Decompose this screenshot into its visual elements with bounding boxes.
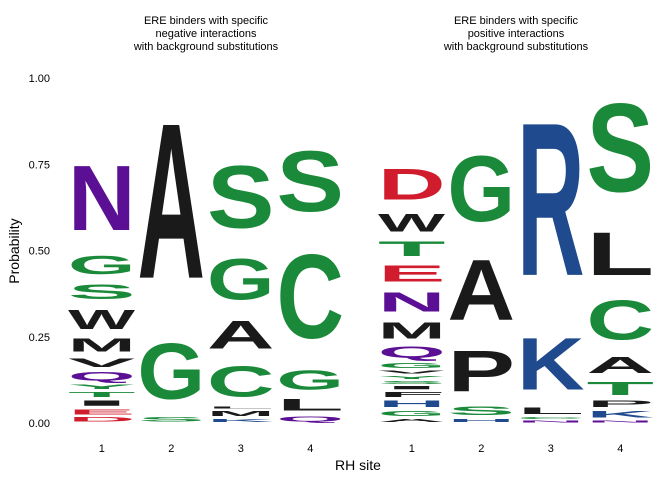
x-tick-label: 2 [168, 443, 174, 455]
y-tick-label: 1.00 [29, 73, 50, 85]
y-tick-label: 0.75 [29, 159, 50, 171]
logo-letter-c: C [587, 289, 654, 352]
logo-letter-m: M [68, 335, 135, 355]
panel-title-line: with background substitutions [443, 41, 589, 53]
x-tick-label: 4 [307, 443, 313, 455]
logo-letter-q: Q [68, 370, 135, 384]
logo-letter-n: N [587, 420, 654, 423]
x-tick-label: 2 [478, 443, 484, 455]
logo-letter-d: D [68, 416, 135, 423]
logo-letter-a: A [207, 313, 274, 358]
x-tick-label: 3 [238, 443, 244, 455]
logo-letter-q: Q [277, 414, 344, 423]
logo-letter-s: S [587, 78, 654, 219]
logo-letter-l: L [207, 406, 274, 409]
logo-letter-m: M [207, 409, 274, 418]
panel-title-line: ERE binders with specific [144, 15, 269, 27]
logo-letter-t: T [378, 237, 445, 261]
logo-letter-k: K [587, 409, 655, 419]
logo-letter-i: I [378, 385, 445, 390]
logo-letter-c: C [517, 416, 584, 419]
x-tick-label: 1 [409, 443, 415, 455]
logo-letter-d: D [378, 159, 445, 209]
logo-letter-q: Q [378, 344, 445, 361]
logo-letter-s: S [448, 404, 515, 418]
panel-title-line: positive interactions [468, 28, 565, 40]
logo-letter-h: H [448, 418, 515, 423]
logo-letter-r: R [517, 77, 584, 321]
logo-letter-h: H [378, 399, 446, 409]
logo-letter-g: G [448, 137, 515, 242]
logo-letter-a: A [138, 78, 206, 326]
logo-letter-s: S [68, 280, 135, 304]
logo-letter-s: S [138, 416, 205, 423]
logo-letter-t: T [587, 378, 654, 399]
logo-letter-g: G [378, 409, 445, 418]
logo-letter-y: Y [378, 375, 445, 380]
panel-title-line: negative interactions [156, 28, 257, 40]
logo-letter-g: G [138, 326, 205, 416]
logo-letter-s: S [207, 148, 274, 247]
logo-letter-t: T [68, 390, 135, 399]
logo-letter-n: N [68, 147, 135, 250]
logo-letter-i: I [68, 399, 135, 408]
logo-letter-s: S [378, 380, 445, 385]
x-tick-label: 1 [99, 443, 105, 455]
x-tick-label: 4 [617, 443, 623, 455]
logo-letter-l: L [517, 406, 584, 416]
y-tick-label: 0.00 [29, 418, 50, 430]
logo-letter-n: N [378, 287, 445, 318]
logo-letter-n: N [517, 420, 584, 423]
y-tick-label: 0.25 [29, 332, 50, 344]
logo-letter-g: G [68, 250, 135, 279]
y-axis: 0.00 0.25 0.50 0.75 1.00 [29, 73, 50, 430]
y-axis-label: Probability [6, 218, 22, 283]
logo-letter-f: F [378, 390, 445, 399]
logo-letter-a: A [587, 352, 654, 378]
logo-letter-l: L [587, 219, 654, 288]
x-axis-label: RH site [335, 457, 381, 473]
logo-letter-v: V [378, 370, 446, 375]
logo-letter-l: L [277, 395, 344, 414]
panel-title-line: with background substitutions [133, 41, 279, 53]
logo-letter-a: A [378, 418, 445, 423]
logo-letter-g: G [207, 247, 274, 313]
logo-letter-e: E [378, 261, 445, 287]
logo-letter-c: C [277, 230, 344, 364]
logo-letter-w: W [378, 209, 446, 236]
logo-letter-m: M [378, 318, 445, 344]
logo-letter-k: K [517, 323, 585, 405]
logo-letter-w: W [68, 304, 135, 335]
logo-letter-g: G [378, 361, 445, 370]
logo-letter-k: K [207, 418, 275, 423]
x-tick-label: 3 [548, 443, 554, 455]
logo-letter-s: S [277, 133, 344, 229]
y-tick-label: 0.50 [29, 246, 50, 258]
logo-letter-p: P [587, 399, 654, 409]
logo-letter-v: V [68, 356, 135, 370]
logo-letter-c: C [207, 358, 274, 406]
logo-letter-y: Y [68, 383, 135, 390]
logo-letter-p: P [448, 338, 516, 404]
panel-title-line: ERE binders with specific [454, 15, 579, 27]
logo-letter-e: E [68, 408, 135, 417]
logo-letter-a: A [448, 243, 516, 339]
logo-letter-g: G [277, 364, 344, 395]
logo-column: SGA [138, 78, 206, 423]
